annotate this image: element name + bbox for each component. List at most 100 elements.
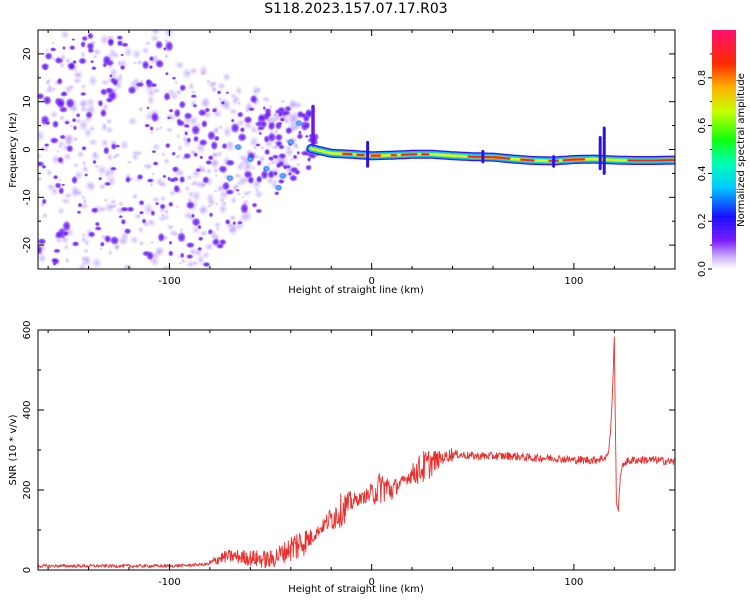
hot-spot <box>226 174 235 182</box>
noise-speckle <box>237 221 243 225</box>
noise-speckle <box>213 135 220 142</box>
noise-speckle-faint <box>165 126 174 134</box>
noise-speckle <box>277 110 284 118</box>
noise-speckle <box>81 145 87 151</box>
noise-speckle <box>154 201 160 206</box>
noise-speckle-faint <box>63 191 74 199</box>
noise-speckle-faint <box>217 96 223 102</box>
noise-speckle <box>277 179 285 184</box>
noise-speckle <box>208 212 214 218</box>
noise-speckle-faint <box>103 197 109 203</box>
noise-speckle <box>179 252 185 259</box>
noise-speckle-faint <box>132 60 138 65</box>
noise-speckle <box>144 123 151 128</box>
noise-speckle <box>127 85 137 95</box>
noise-speckle-faint <box>81 197 89 205</box>
noise-speckle <box>267 169 276 179</box>
noise-speckle-faint <box>230 195 238 205</box>
noise-speckle <box>224 218 231 226</box>
noise-speckle-faint <box>208 158 221 170</box>
noise-speckle <box>91 65 97 71</box>
noise-speckle <box>225 159 236 167</box>
noise-speckle <box>157 232 166 243</box>
noise-speckle <box>207 228 213 236</box>
noise-speckle <box>263 148 271 156</box>
noise-speckle <box>54 230 63 240</box>
noise-speckle-faint <box>240 195 245 199</box>
noise-speckle-faint <box>117 200 125 208</box>
noise-speckle <box>120 53 125 57</box>
colorbar: 0.0 0.2 0.4 0.6 0.8 Normalized spectral ampl… <box>697 30 747 277</box>
noise-speckle <box>71 175 78 185</box>
noise-speckle-faint <box>259 145 266 150</box>
spectrogram-xlabel: Height of straight line (km) <box>288 285 424 296</box>
noise-speckle <box>216 90 222 95</box>
noise-speckle-faint <box>190 182 195 186</box>
noise-speckle <box>267 132 277 143</box>
noise-speckle-faint <box>177 261 183 265</box>
noise-speckle-faint <box>221 200 228 207</box>
noise-speckle <box>168 240 173 246</box>
noise-speckle <box>54 182 62 189</box>
noise-speckle <box>92 159 97 165</box>
noise-speckle-faint <box>253 90 258 94</box>
noise-speckle-faint <box>92 53 98 60</box>
noise-speckle-faint <box>113 152 122 159</box>
noise-speckle-faint <box>66 136 72 142</box>
chart-title: S118.2023.157.07.17.R03 <box>264 1 448 17</box>
noise-speckle-faint <box>126 160 133 165</box>
noise-speckle <box>86 32 94 40</box>
noise-speckle-faint <box>79 50 87 59</box>
noise-speckle-faint <box>146 165 152 169</box>
noise-speckle <box>277 152 287 160</box>
noise-speckle <box>64 120 71 125</box>
noise-speckle <box>154 40 164 50</box>
hot-spot <box>278 172 287 180</box>
noise-speckle <box>202 261 211 268</box>
noise-speckle <box>38 237 47 246</box>
noise-speckle <box>232 220 237 226</box>
noise-speckle <box>45 120 51 126</box>
noise-speckle <box>275 162 281 169</box>
x-tick-label: 0 <box>368 577 374 588</box>
noise-speckle-faint <box>87 74 99 88</box>
noise-speckle <box>72 125 78 131</box>
x-tick-label: 100 <box>564 577 583 588</box>
noise-speckle <box>56 97 66 110</box>
noise-speckle-faint <box>45 168 53 178</box>
noise-speckle <box>111 77 119 87</box>
noise-speckle <box>273 170 278 177</box>
noise-speckle <box>150 210 156 217</box>
noise-speckle <box>179 83 187 92</box>
noise-speckle <box>173 108 182 118</box>
noise-speckle <box>299 112 308 119</box>
noise-speckle-faint <box>203 241 215 252</box>
noise-speckle <box>274 133 284 142</box>
noise-speckle <box>150 82 158 88</box>
noise-speckle <box>107 37 115 48</box>
noise-speckle <box>274 191 280 196</box>
noise-speckle-faint <box>57 143 63 149</box>
noise-speckle-faint <box>38 252 48 265</box>
noise-speckle <box>296 150 301 156</box>
noise-speckle-faint <box>38 129 46 143</box>
noise-speckle <box>148 55 155 62</box>
noise-speckle <box>145 78 153 86</box>
y-tick-label: 10 <box>22 95 33 108</box>
noise-speckle-faint <box>143 164 148 168</box>
noise-speckle-faint <box>80 83 87 90</box>
noise-speckle <box>119 64 126 71</box>
noise-speckle <box>43 143 50 148</box>
noise-speckle-faint <box>236 191 242 196</box>
noise-speckle <box>282 164 289 170</box>
noise-speckle-faint <box>119 139 130 151</box>
colorbar-tick-label: 0.2 <box>697 213 708 229</box>
noise-speckle-faint <box>151 87 162 95</box>
noise-speckle-faint <box>176 144 184 152</box>
noise-speckle <box>75 112 81 118</box>
noise-speckle-faint <box>151 172 155 176</box>
y-tick-label: 20 <box>22 48 33 61</box>
noise-speckle-faint <box>198 229 210 238</box>
noise-speckle <box>258 131 263 136</box>
